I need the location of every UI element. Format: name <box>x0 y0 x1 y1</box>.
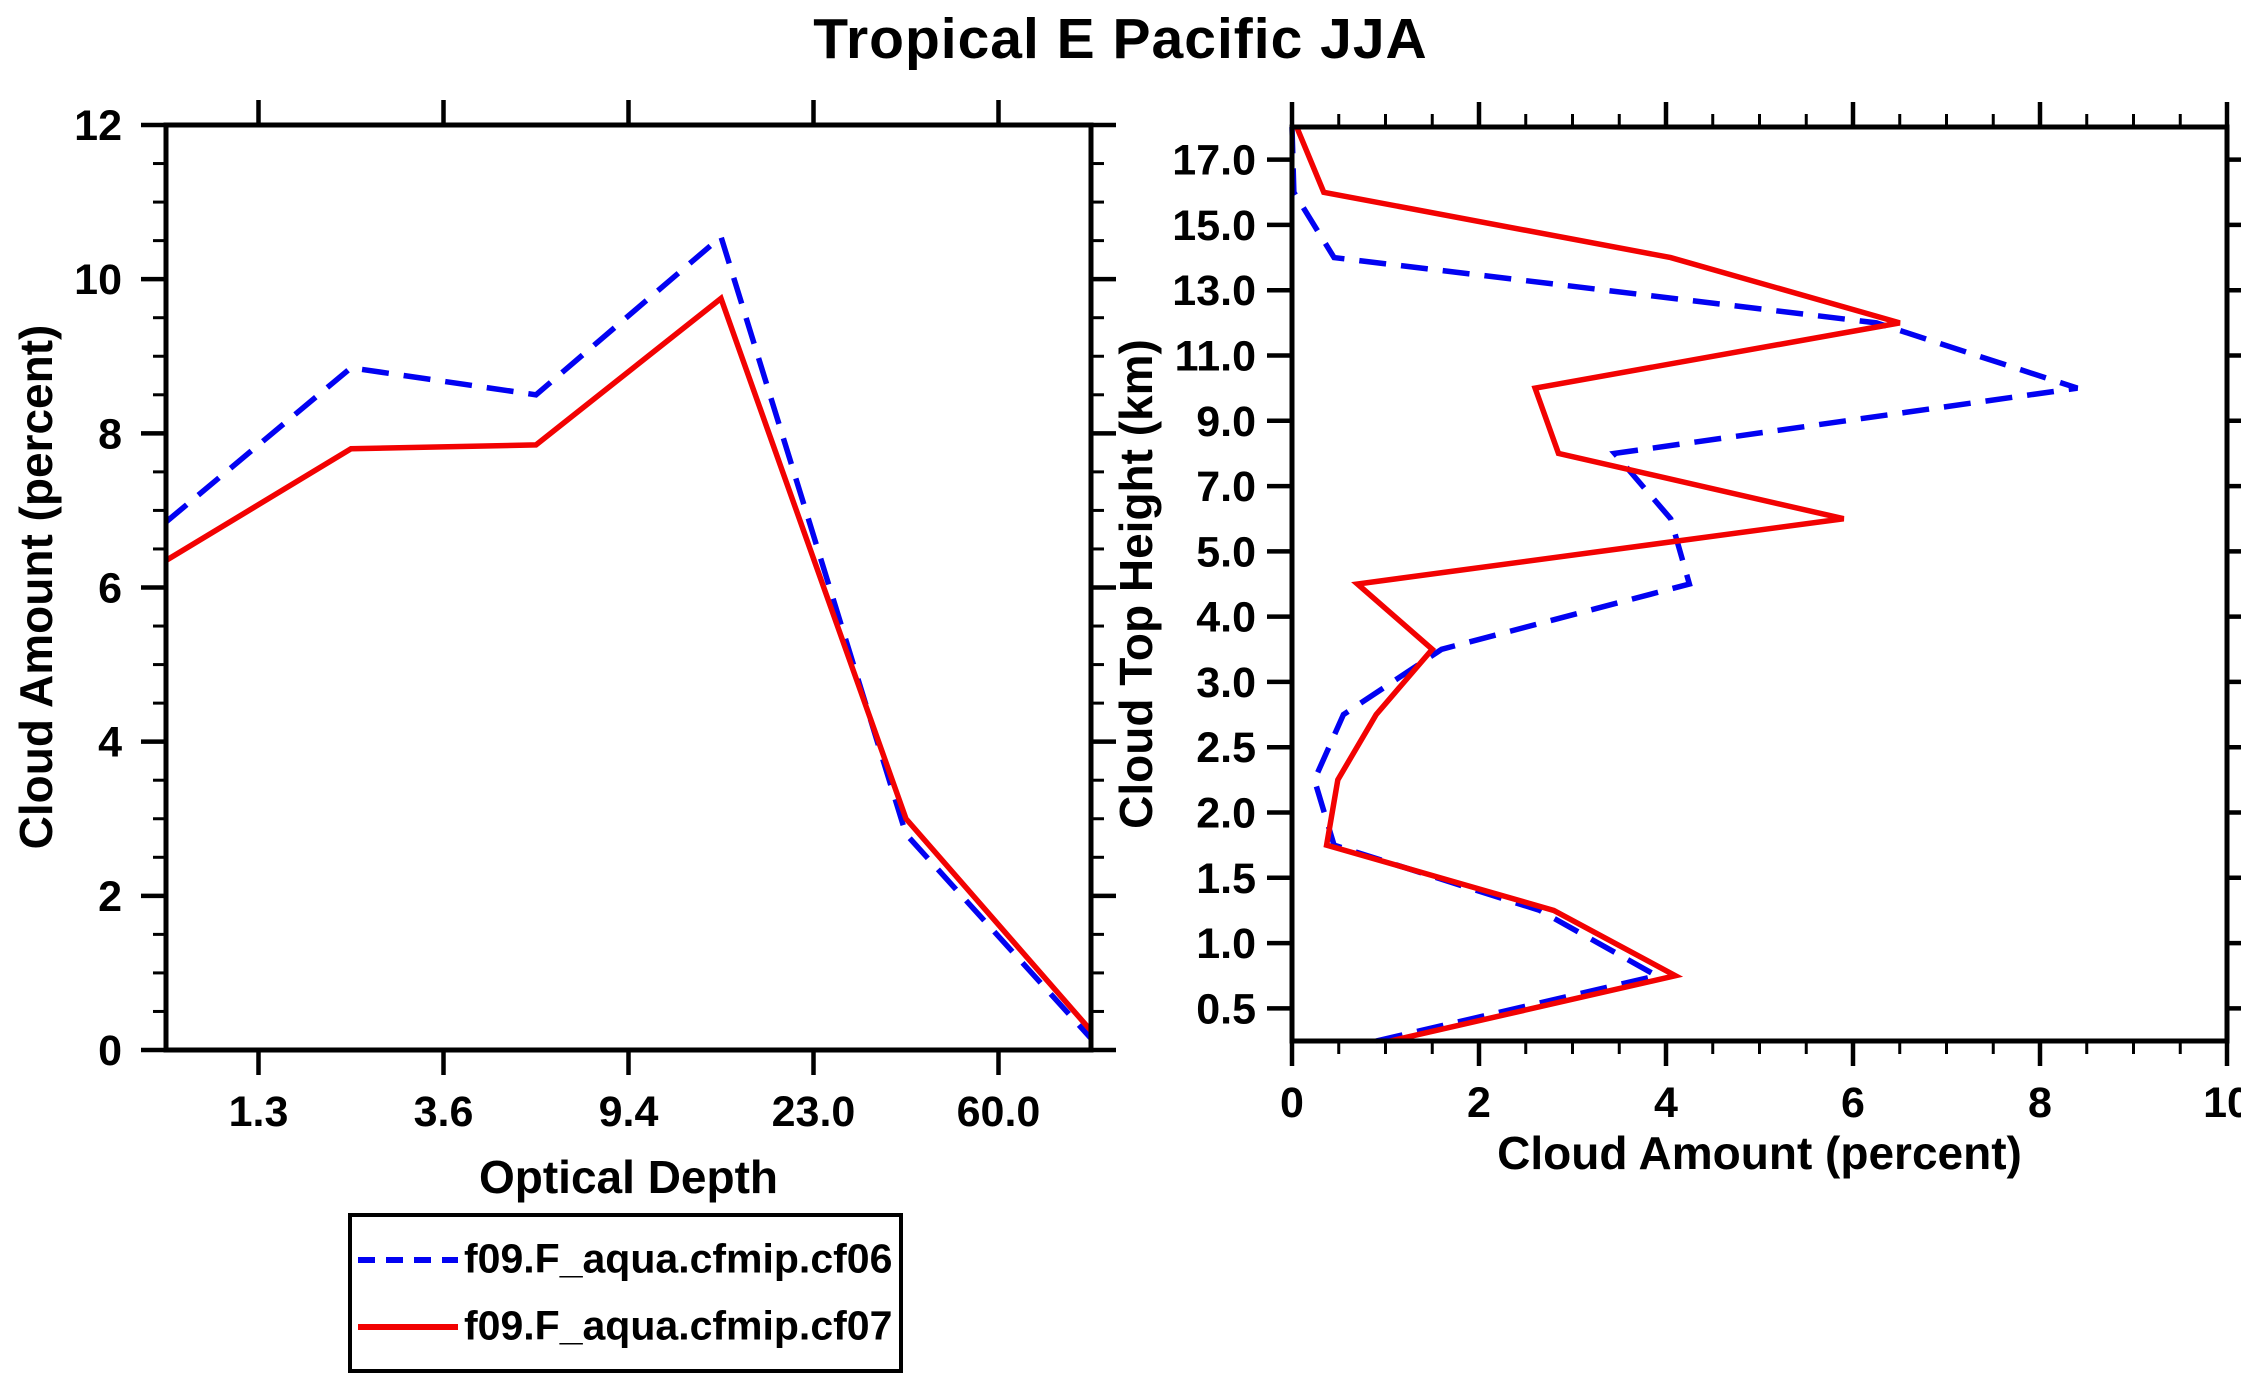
y-tick-label: 11.0 <box>1175 333 1256 381</box>
y-tick-label: 15.0 <box>1172 202 1256 250</box>
y-tick-label: 2.5 <box>1196 724 1256 772</box>
x-tick-label: 23.0 <box>772 1088 856 1136</box>
plot-frame <box>1289 124 2230 1044</box>
legend-line-dashed-icon <box>358 1257 458 1263</box>
y-tick-label: 10 <box>74 256 122 304</box>
plot-frame <box>163 122 1094 1053</box>
y-tick-label: 3.0 <box>1196 659 1256 707</box>
x-tick-label: 8 <box>2028 1079 2052 1127</box>
optical-depth-plot: 0 2 4 6 8 10 12 1.3 3.6 9.4 23.0 60.0 <box>74 100 1116 1136</box>
y-tick-label: 6 <box>98 565 122 613</box>
y-tick-label: 2 <box>98 873 122 921</box>
y-tick-label: 8 <box>98 410 122 458</box>
y-tick-label: 1.0 <box>1196 920 1256 968</box>
series-line-cf06 <box>1289 126 2079 1044</box>
y-tick-label: 2.0 <box>1196 790 1256 838</box>
x-tick-label: 9.4 <box>599 1088 659 1136</box>
y-tick-label: 7.0 <box>1196 463 1256 511</box>
x-tick-label: 2 <box>1467 1079 1491 1127</box>
left-y-axis-title: Cloud Amount (percent) <box>10 324 62 850</box>
right-x-axis-title: Cloud Amount (percent) <box>1497 1127 2022 1179</box>
x-tick-label: 3.6 <box>414 1088 474 1136</box>
legend-line-solid-icon <box>358 1324 458 1330</box>
series-line-cf07 <box>1294 125 1901 1044</box>
legend: f09.F_aqua.cfmip.cf06 f09.F_aqua.cfmip.c… <box>348 1213 903 1373</box>
series-line-cf06 <box>164 231 1094 1041</box>
x-tick-label: 1.3 <box>229 1088 289 1136</box>
y-tick-label: 4.0 <box>1196 594 1256 642</box>
x-tick-label: 0 <box>1280 1079 1304 1127</box>
legend-label-cf06: f09.F_aqua.cfmip.cf06 <box>464 1235 893 1282</box>
right-y-axis-title: Cloud Top Height (km) <box>1110 339 1162 829</box>
y-tick-label: 1.5 <box>1196 855 1256 903</box>
x-tick-label: 10 <box>2203 1079 2241 1127</box>
x-tick-label: 60.0 <box>957 1088 1041 1136</box>
figure-title: Tropical E Pacific JJA <box>813 7 1428 71</box>
cloud-top-height-plot: 0.5 1.0 1.5 2.0 2.5 3.0 4.0 5.0 7.0 9.0 11.0 13.0 15… <box>1172 102 2241 1127</box>
left-x-axis-title: Optical Depth <box>478 1151 779 1203</box>
y-tick-label: 5.0 <box>1196 528 1256 576</box>
x-tick-label: 4 <box>1654 1079 1678 1127</box>
legend-label-cf07: f09.F_aqua.cfmip.cf07 <box>464 1302 893 1349</box>
y-tick-label: 0 <box>98 1027 122 1075</box>
y-tick-label: 17.0 <box>1172 137 1256 185</box>
x-tick-label: 6 <box>1841 1079 1865 1127</box>
y-tick-label: 12 <box>74 102 122 150</box>
y-tick-label: 4 <box>98 719 122 767</box>
y-tick-label: 13.0 <box>1172 267 1256 315</box>
y-tick-label: 0.5 <box>1196 985 1256 1033</box>
y-tick-label: 9.0 <box>1196 398 1256 446</box>
series-line-cf07 <box>164 293 1094 1033</box>
